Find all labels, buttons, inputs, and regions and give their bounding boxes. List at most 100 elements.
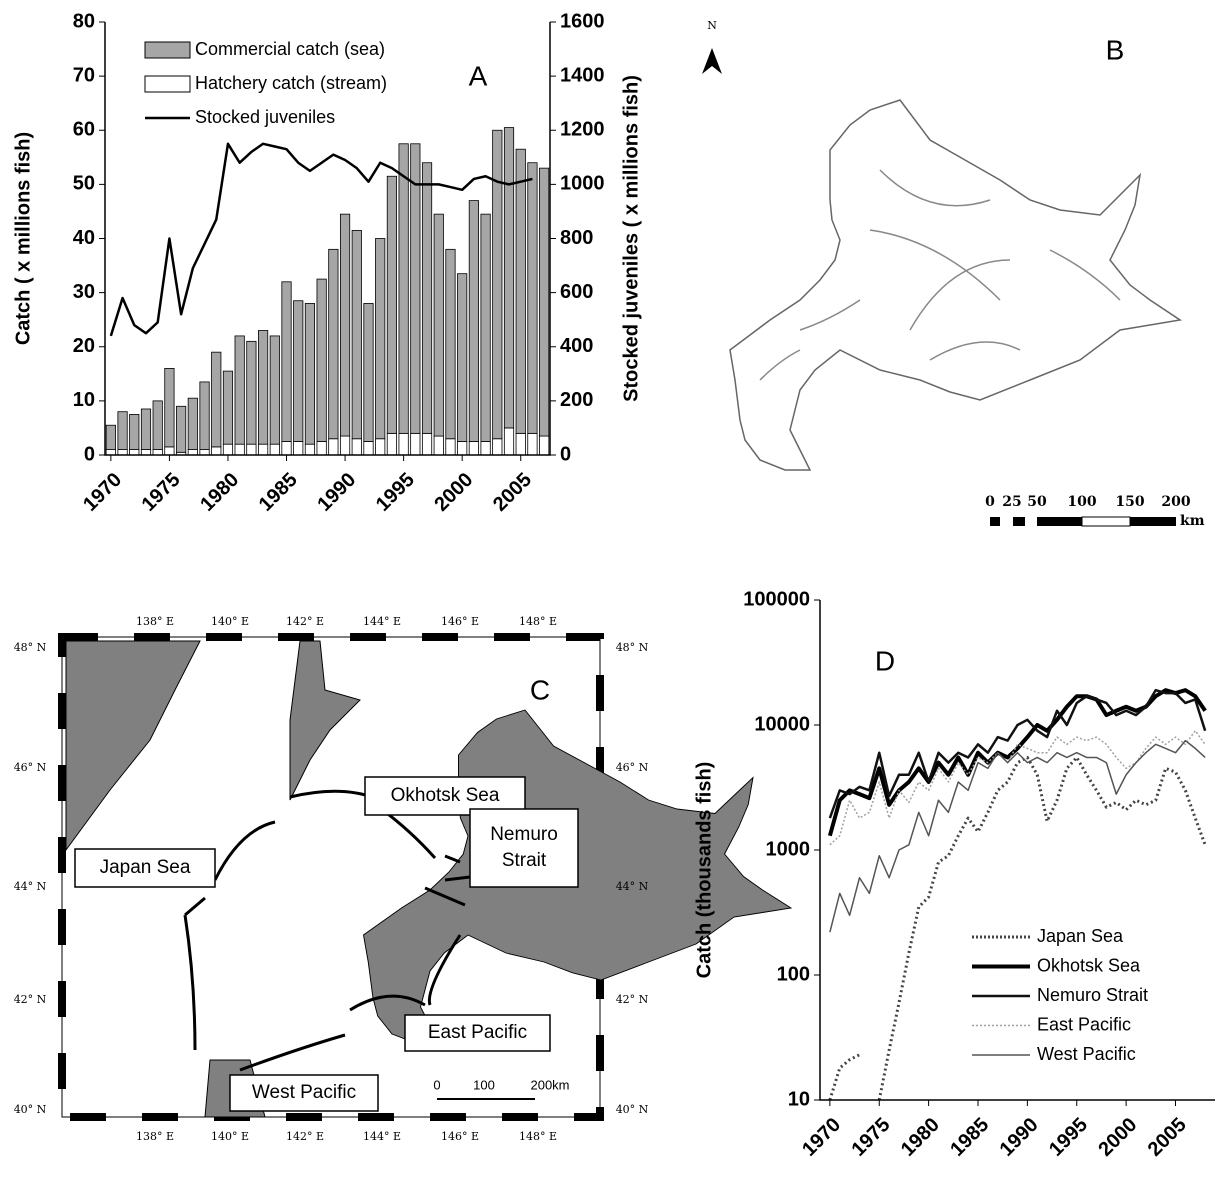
bar xyxy=(539,167,550,437)
x-tick-label: 1995 xyxy=(372,469,419,516)
north-arrow xyxy=(702,48,722,74)
y-tick-label: 10 xyxy=(73,389,95,411)
bar xyxy=(445,248,456,440)
bar xyxy=(410,432,421,456)
bar xyxy=(199,449,210,456)
y2-tick-label: 1400 xyxy=(560,64,605,86)
scale-label: 50 xyxy=(1027,494,1047,510)
region-box xyxy=(229,1074,379,1112)
island xyxy=(729,99,1181,471)
bar xyxy=(246,340,257,445)
x-tick-label: 1975 xyxy=(138,469,185,516)
series-line xyxy=(828,688,1207,819)
scale-label: 0 xyxy=(433,1077,440,1092)
bar xyxy=(211,446,222,456)
bar xyxy=(281,441,292,456)
bar xyxy=(351,438,362,456)
x-tick-label: 1995 xyxy=(1045,1114,1092,1161)
y-tick-label: 0 xyxy=(84,443,95,465)
legend-label: Nemuro Strait xyxy=(1037,985,1148,1005)
legend-label: Okhotsk Sea xyxy=(1037,955,1141,975)
bar xyxy=(304,443,316,456)
series-line xyxy=(829,729,1206,846)
bar xyxy=(140,449,152,456)
legend-swatch xyxy=(144,41,191,59)
bar xyxy=(480,441,491,456)
bar xyxy=(222,370,234,445)
x-tick-label: 1990 xyxy=(313,469,360,516)
sakhalin xyxy=(289,640,361,801)
y-tick-label: 100 xyxy=(777,963,810,985)
bar xyxy=(363,441,374,456)
lat-label: 42° N xyxy=(616,993,649,1006)
bar xyxy=(375,238,386,440)
bar xyxy=(269,335,280,445)
bar xyxy=(433,213,444,437)
bar xyxy=(176,405,187,453)
y-tick-label: 10000 xyxy=(754,713,810,735)
bar xyxy=(211,351,222,448)
lon-label: 148° E xyxy=(519,615,557,628)
bar xyxy=(363,303,374,442)
y-tick-label: 1000 xyxy=(766,838,811,860)
y2-tick-label: 200 xyxy=(560,389,593,411)
legend-label: Hatchery catch (stream) xyxy=(195,73,387,93)
lat-label: 48° N xyxy=(616,641,649,654)
lon-label: 138° E xyxy=(136,615,174,628)
series-line xyxy=(829,739,1206,933)
series-line xyxy=(828,755,1207,1101)
bar xyxy=(351,229,362,440)
map-b: N B xyxy=(702,19,1181,527)
bar xyxy=(258,443,269,456)
y-tick-label: 30 xyxy=(73,281,95,303)
scale-label: 0 xyxy=(985,494,995,510)
bar xyxy=(187,397,198,450)
bar xyxy=(234,335,245,445)
mainland xyxy=(65,640,201,852)
lat-label: 40° N xyxy=(14,1103,47,1116)
bar xyxy=(515,432,526,456)
bar xyxy=(164,446,175,456)
y-tick-label: 10 xyxy=(788,1088,810,1110)
bar xyxy=(503,127,515,429)
scale-bar xyxy=(990,516,1176,527)
bar xyxy=(492,438,503,456)
lat-label: 40° N xyxy=(616,1103,649,1116)
lat-label: 42° N xyxy=(14,993,47,1006)
lon-label: 140° E xyxy=(211,1130,249,1143)
scale-label: 150 xyxy=(1115,494,1144,510)
scale-label: 200km xyxy=(530,1077,569,1092)
y-tick-label: 60 xyxy=(73,119,95,141)
x-tick-label: 2000 xyxy=(1094,1114,1141,1161)
lon-label: 140° E xyxy=(211,615,249,628)
y2-tick-label: 1000 xyxy=(560,173,605,195)
bar xyxy=(281,281,292,442)
bar xyxy=(375,438,386,456)
lon-label: 138° E xyxy=(136,1130,174,1143)
bar xyxy=(269,443,280,456)
x-tick-label: 1980 xyxy=(897,1114,944,1161)
bar xyxy=(480,213,491,442)
x-tick-label: 1975 xyxy=(847,1114,894,1161)
panel-label: C xyxy=(530,674,550,705)
series-line xyxy=(827,688,1207,837)
bar xyxy=(293,300,304,442)
lon-label: 144° E xyxy=(363,615,401,628)
bar xyxy=(246,443,257,456)
x-tick-label: 1985 xyxy=(255,469,302,516)
bar xyxy=(339,435,351,456)
y-tick-label: 70 xyxy=(73,64,95,86)
bar xyxy=(117,449,128,456)
lon-label: 146° E xyxy=(441,1130,479,1143)
x-tick-label: 1990 xyxy=(996,1114,1043,1161)
bar xyxy=(503,427,515,456)
bar xyxy=(421,162,433,434)
bar xyxy=(386,432,397,456)
bar xyxy=(457,441,468,456)
bar xyxy=(129,414,140,450)
lat-label: 44° N xyxy=(14,880,47,893)
bar xyxy=(258,330,269,445)
bar xyxy=(293,441,304,456)
series-line xyxy=(109,142,533,337)
y2-tick-label: 1200 xyxy=(560,119,605,141)
